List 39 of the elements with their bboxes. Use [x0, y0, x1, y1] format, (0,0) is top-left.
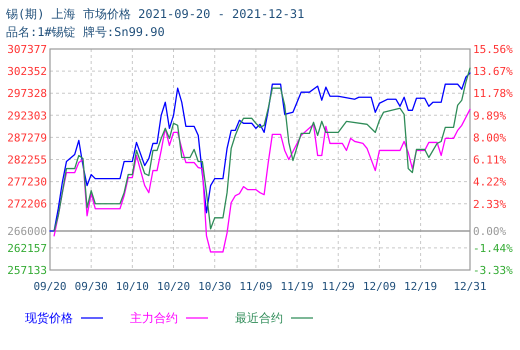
- y-tick-label: 257133: [7, 264, 47, 277]
- y-tick-label: 282255: [7, 154, 47, 166]
- y2-tick-label: 4.22%: [473, 176, 506, 189]
- y-tick-label: 287279: [7, 131, 47, 144]
- y2-tick-label: 9.89%: [473, 109, 506, 122]
- y2-tick-label: 15.56%: [473, 43, 514, 56]
- y-tick-label: 292303: [7, 109, 47, 122]
- y2-tick-label: 2.33%: [473, 198, 506, 211]
- y-tick-label: 272206: [7, 198, 47, 211]
- y2-tick-label: 13.67%: [473, 65, 514, 78]
- y2-tick-label: 8.00%: [473, 131, 506, 144]
- y2-tick-label: 6.11%: [473, 154, 506, 167]
- x-tick-label: 10/30: [198, 280, 232, 293]
- x-tick-label: 11/29: [322, 280, 355, 293]
- x-tick-label: 11/19: [280, 280, 314, 293]
- x-tick-label: 12/09: [362, 280, 396, 293]
- y-tick-label: 266000: [7, 225, 47, 238]
- y2-tick-label: -3.33%: [473, 264, 514, 277]
- y2-tick-label: 11.78%: [473, 87, 514, 100]
- y2-tick-label: 0.00%: [473, 225, 506, 238]
- x-tick-label: 09/30: [74, 280, 108, 293]
- x-tick-label: 12/31: [453, 280, 487, 293]
- line-series: [53, 108, 471, 253]
- chart-subtitle: 品名:1#锡锭 牌号:Sn99.90: [6, 25, 165, 39]
- x-tick-label: 09/20: [33, 280, 67, 293]
- x-tick-label: 10/20: [156, 280, 190, 293]
- y-tick-label: 277230: [7, 176, 47, 189]
- y-tick-label: 262157: [7, 242, 47, 255]
- x-tick-label: 10/10: [116, 280, 149, 293]
- chart-title: 锡(期) 上海 市场价格 2021-09-20 - 2021-12-31: [5, 7, 304, 21]
- y-tick-label: 302352: [7, 65, 47, 78]
- x-tick-label: 11/09: [239, 280, 272, 293]
- legend-label: 最近合约: [235, 311, 283, 325]
- x-tick-label: 12/19: [404, 280, 438, 293]
- legend-label: 主力合约: [130, 311, 178, 325]
- legend-label: 现货价格: [25, 311, 73, 325]
- y2-tick-label: -1.44%: [473, 242, 514, 255]
- y-tick-label: 307377: [7, 43, 47, 56]
- y-tick-label: 297328: [7, 87, 47, 100]
